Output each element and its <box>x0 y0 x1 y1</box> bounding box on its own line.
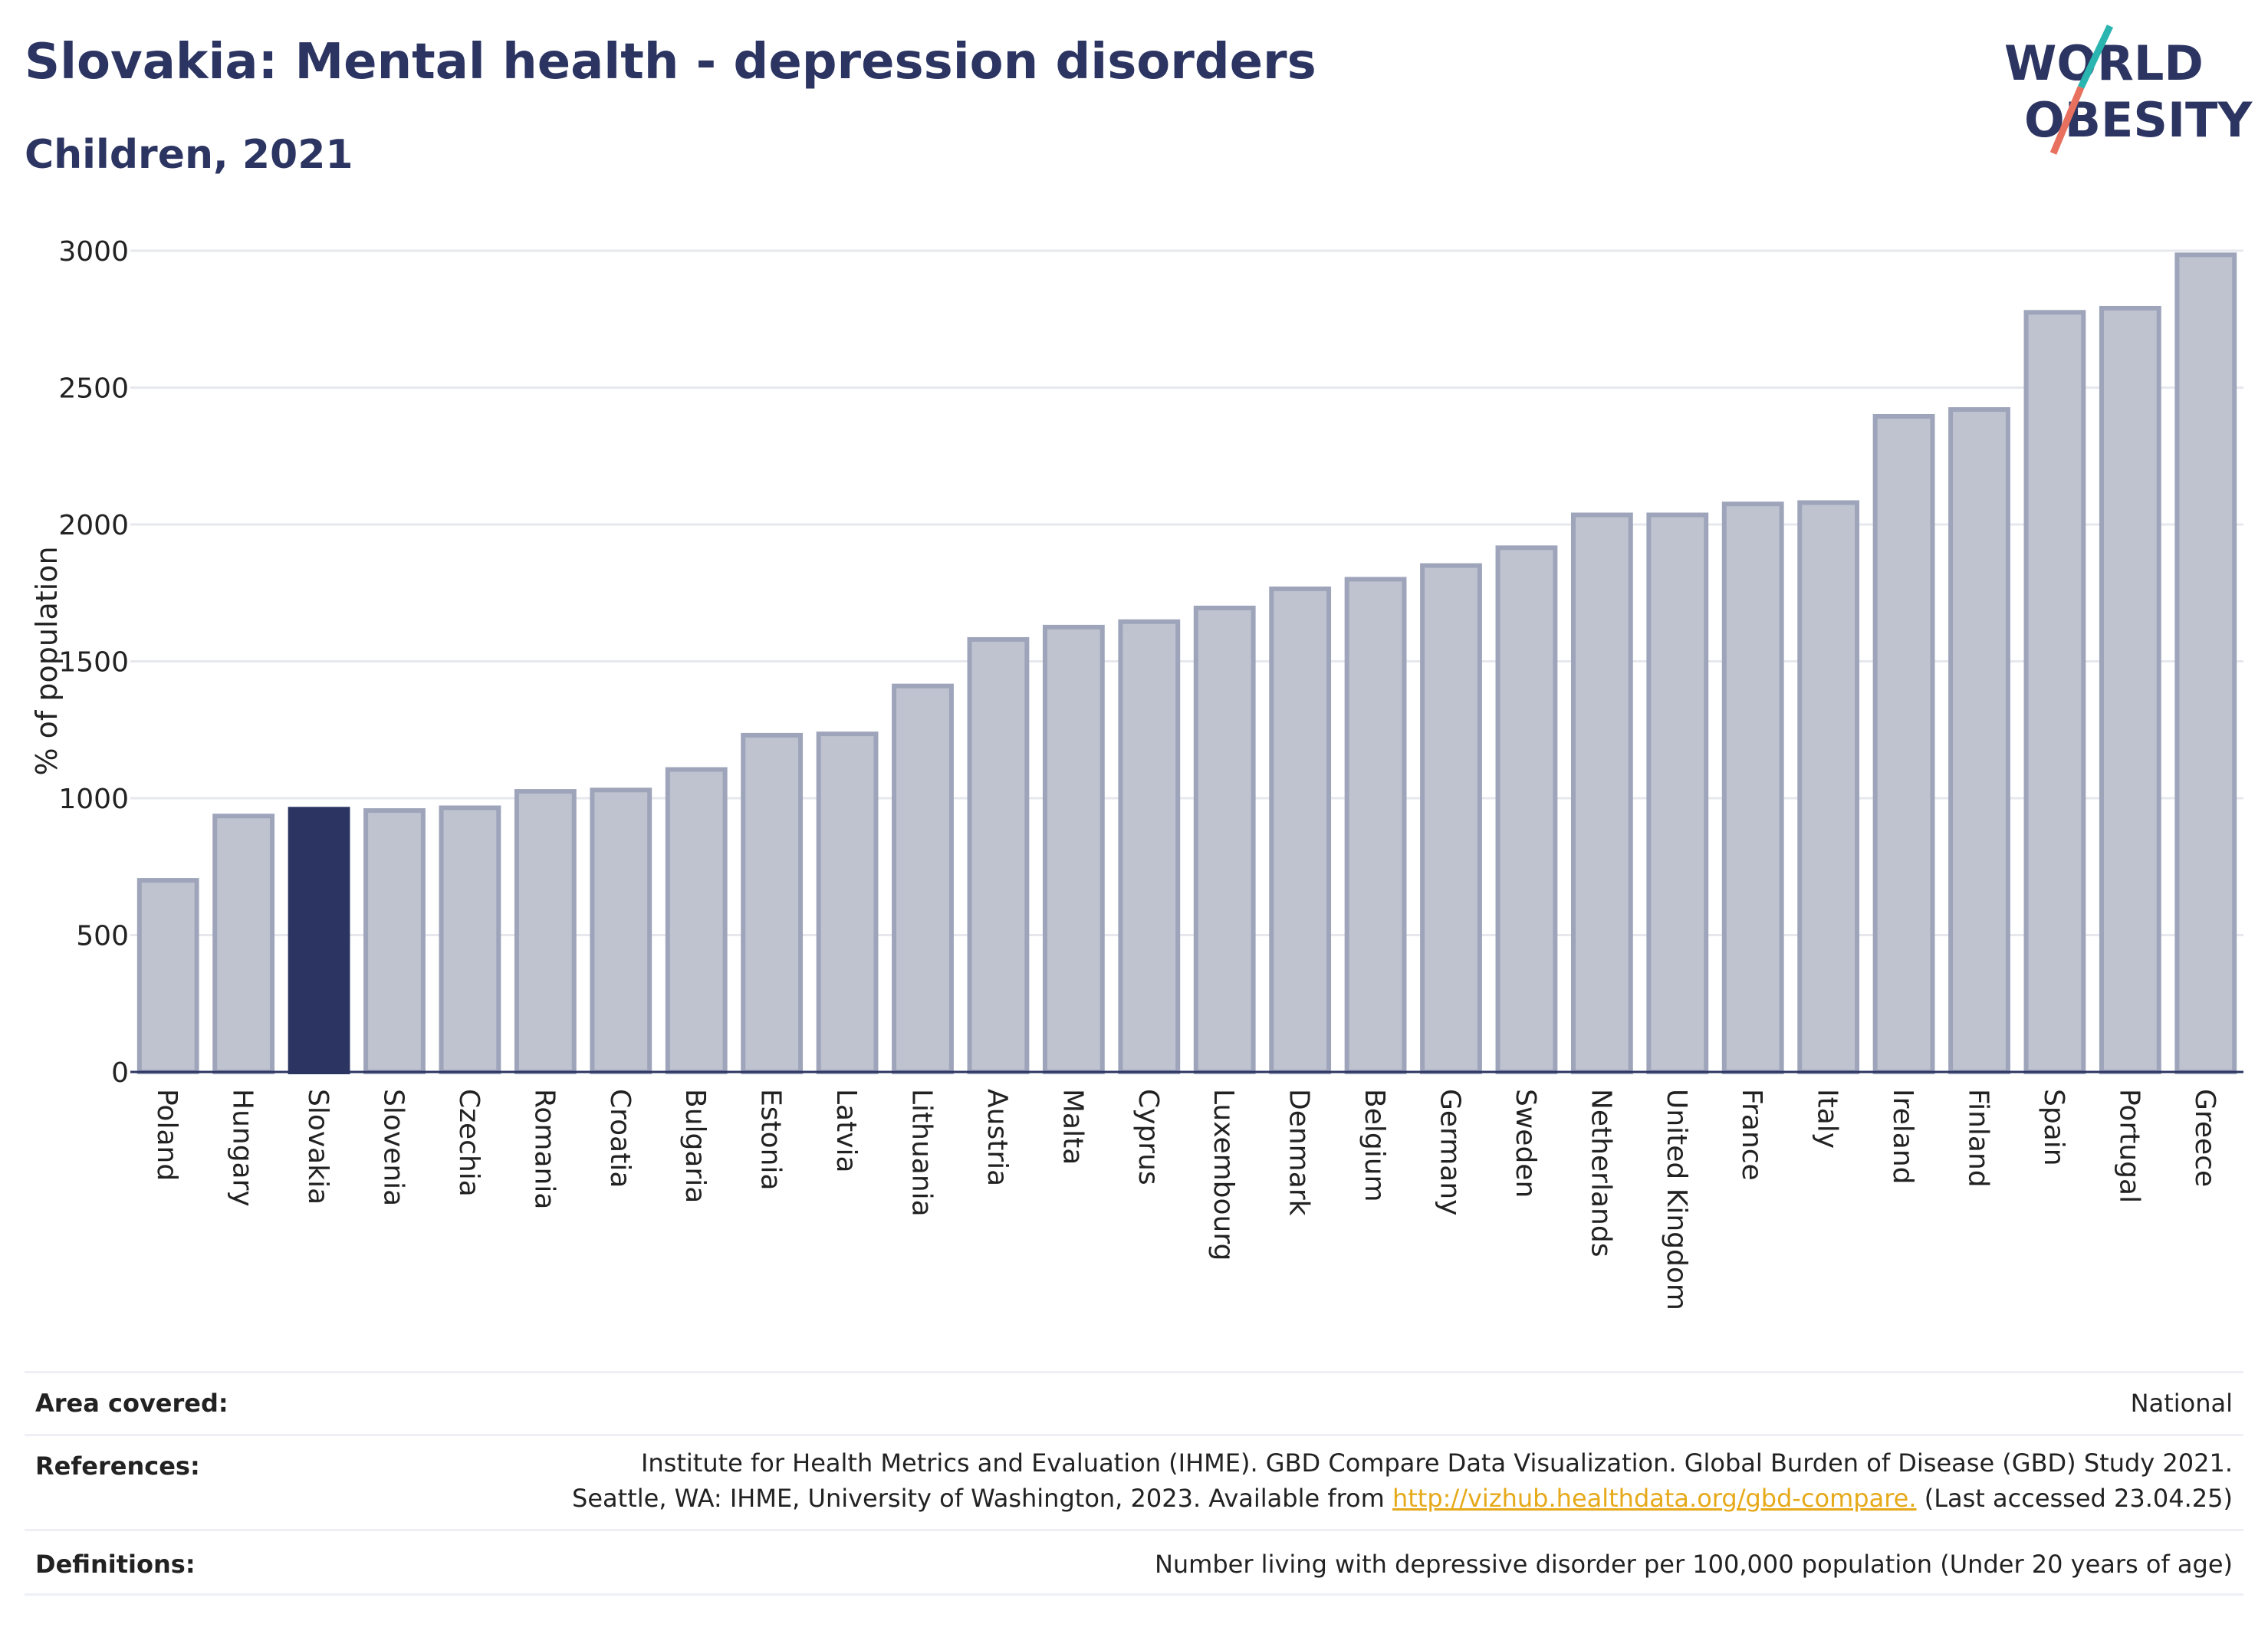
bar-united-kingdom <box>1646 512 1709 1074</box>
bar-latvia <box>816 732 879 1074</box>
bar-cyprus <box>1118 619 1181 1074</box>
x-tick-label: Czechia <box>453 1089 485 1197</box>
bar-romania <box>514 789 577 1074</box>
x-tick-label: Poland <box>151 1089 182 1181</box>
references-value: Institute for Health Metrics and Evaluat… <box>572 1445 2233 1516</box>
bar-croatia <box>590 787 652 1075</box>
area-covered-value: National <box>2130 1389 2233 1418</box>
x-tick-label: Malta <box>1057 1089 1088 1165</box>
x-tick-label: Slovakia <box>302 1089 334 1205</box>
references-line2-pre: Seattle, WA: IHME, University of Washing… <box>572 1484 1392 1513</box>
x-tick-label: Latvia <box>830 1089 862 1173</box>
page-title: Slovakia: Mental health - depression dis… <box>25 34 1316 90</box>
definitions-label: Definitions: <box>35 1550 196 1579</box>
bar-austria <box>967 636 1030 1074</box>
area-covered-label: Area covered: <box>35 1389 228 1418</box>
x-tick-label: Cyprus <box>1132 1089 1164 1185</box>
x-tick-label: Austria <box>981 1089 1013 1186</box>
x-tick-label: France <box>1736 1089 1767 1181</box>
page-subtitle: Children, 2021 <box>25 132 353 178</box>
bar-hungary <box>212 814 275 1074</box>
bar-portugal <box>2099 305 2161 1075</box>
bar-slovenia <box>363 808 426 1074</box>
references-line2: Seattle, WA: IHME, University of Washing… <box>572 1481 2233 1516</box>
x-tick-label: Lithuania <box>906 1089 938 1217</box>
x-tick-label: Portugal <box>2113 1089 2145 1203</box>
references-line1: Institute for Health Metrics and Evaluat… <box>640 1448 2233 1478</box>
definitions-row: Definitions: Number living with depressi… <box>25 1529 2243 1596</box>
y-tick-labels: 0 500 1000 1500 2000 2500 3000 <box>58 236 129 1089</box>
bar-greece <box>2174 252 2237 1075</box>
definitions-value: Number living with depressive disorder p… <box>1154 1550 2233 1579</box>
x-tick-label: Ireland <box>1887 1089 1918 1185</box>
bar-sweden <box>1495 545 1558 1074</box>
x-tick-label: Italy <box>1812 1089 1843 1149</box>
bar-finland <box>1948 407 2010 1074</box>
x-tick-label: Sweden <box>1510 1089 1541 1198</box>
bar-luxembourg <box>1193 605 1256 1074</box>
world-obesity-logo: WORLD OBESITY <box>2004 25 2253 155</box>
bar-bulgaria <box>665 767 728 1074</box>
area-covered-row: Area covered: National <box>25 1371 2243 1435</box>
references-row: References: Institute for Health Metrics… <box>25 1434 2243 1531</box>
bar-lithuania <box>892 683 954 1074</box>
bar-chart: 0 500 1000 1500 2000 2500 3000 Poland Hungary Sl… <box>30 236 2243 1310</box>
bar-spain <box>2023 310 2086 1074</box>
x-tick-label: Luxembourg <box>1208 1089 1239 1261</box>
references-line2-post: (Last accessed 23.04.25) <box>1916 1484 2233 1513</box>
bar-belgium <box>1344 577 1407 1074</box>
x-tick-label: Spain <box>2038 1089 2069 1166</box>
bottom-divider <box>25 1593 2243 1596</box>
x-tick-label: Bulgaria <box>679 1089 711 1203</box>
references-link[interactable]: http://vizhub.healthdata.org/gbd-compare… <box>1392 1484 1917 1513</box>
x-tick-label: Netherlands <box>1585 1089 1616 1257</box>
bar-france <box>1721 501 1784 1074</box>
bar-netherlands <box>1570 512 1633 1074</box>
bar-germany <box>1420 563 1482 1074</box>
y-axis-label: % of population <box>30 546 64 775</box>
x-tick-label: Greece <box>2189 1089 2220 1187</box>
x-tick-label: Denmark <box>1284 1089 1315 1216</box>
bar-denmark <box>1269 586 1332 1074</box>
bar-malta <box>1042 624 1105 1074</box>
y-tick-label: 0 <box>111 1057 129 1089</box>
bar-poland <box>136 878 199 1074</box>
bar-italy <box>1797 500 1860 1074</box>
y-tick-label: 1500 <box>58 647 129 679</box>
bar-slovakia <box>288 807 350 1075</box>
bar-ireland <box>1872 413 1935 1074</box>
x-tick-label: Belgium <box>1359 1089 1390 1202</box>
bar-czechia <box>439 805 501 1074</box>
x-tick-label: Slovenia <box>378 1089 409 1206</box>
x-tick-label: Finland <box>1963 1089 1994 1188</box>
logo-slash-coral <box>2049 86 2085 155</box>
x-tick-labels: Poland Hungary Slovakia Slovenia Czechia Roma… <box>151 1089 2220 1310</box>
y-tick-label: 1000 <box>58 784 129 815</box>
x-tick-label: Croatia <box>604 1089 636 1188</box>
y-tick-label: 2000 <box>58 510 129 541</box>
x-tick-label: Germany <box>1435 1089 1466 1215</box>
bars <box>136 252 2237 1075</box>
y-tick-label: 500 <box>76 921 129 952</box>
references-label: References: <box>35 1452 200 1481</box>
x-tick-label: United Kingdom <box>1661 1089 1692 1310</box>
x-tick-label: Romania <box>528 1089 560 1209</box>
x-tick-label: Hungary <box>227 1089 258 1207</box>
y-tick-label: 2500 <box>58 373 129 405</box>
bar-estonia <box>741 732 804 1074</box>
x-tick-label: Estonia <box>755 1089 787 1191</box>
logo-slash-teal <box>2077 25 2114 89</box>
y-tick-label: 3000 <box>58 236 129 268</box>
